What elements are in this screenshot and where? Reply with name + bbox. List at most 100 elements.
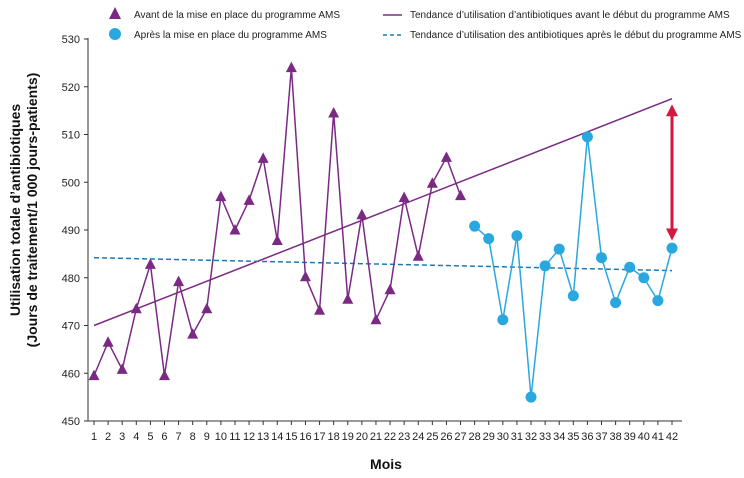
point-after-month-36 (581, 131, 593, 143)
legend-triangle-marker (109, 7, 121, 19)
point-before-month-16 (299, 270, 311, 282)
x-tick-label: 19 (342, 431, 354, 443)
x-tick-label: 16 (299, 431, 311, 443)
x-tick-label: 15 (285, 431, 297, 443)
point-before-month-4 (130, 302, 142, 314)
series-points-after (469, 131, 678, 403)
point-before-month-17 (314, 304, 326, 315)
point-after-month-30 (497, 314, 509, 326)
y-tick-label: 490 (62, 225, 80, 237)
x-tick-label: 40 (638, 431, 650, 443)
point-before-month-26 (440, 151, 452, 162)
point-after-month-34 (553, 243, 565, 255)
point-before-month-9 (201, 302, 213, 314)
point-before-month-25 (426, 177, 438, 188)
point-before-month-23 (398, 191, 410, 203)
point-before-month-13 (257, 152, 269, 163)
point-before-month-1 (88, 369, 100, 381)
y-tick-label: 500 (62, 177, 80, 189)
x-tick-label: 42 (666, 431, 678, 443)
x-tick-label: 33 (539, 431, 551, 443)
x-tick-label: 2 (105, 431, 111, 443)
x-tick-label: 14 (271, 431, 283, 443)
point-after-month-39 (624, 261, 636, 273)
x-tick-label: 20 (356, 431, 368, 443)
x-tick-label: 26 (440, 431, 452, 443)
trend-line-after (93, 256, 673, 272)
point-before-month-12 (243, 194, 255, 205)
y-tick-label: 470 (62, 321, 80, 333)
x-tick-label: 37 (595, 431, 607, 443)
point-after-month-29 (483, 233, 495, 245)
x-tick-label: 5 (147, 431, 153, 443)
series-points-before (88, 61, 467, 381)
x-tick-label: 12 (243, 431, 255, 443)
point-before-month-19 (342, 293, 354, 304)
point-before-month-24 (412, 250, 424, 261)
x-tick-label: 3 (119, 431, 125, 443)
x-tick-label: 28 (469, 431, 481, 443)
y-ticks: 450 460 470 480 490 500 510 520 530 (62, 34, 88, 428)
x-ticks: 1 2 3 4 5 6 7 8 9 10 11 12 13 14 15 16 17 18 19 20 21 22 23 24 2… (91, 421, 678, 443)
point-before-month-2 (102, 336, 114, 347)
trend-line-before (93, 97, 673, 327)
legend-label-trend-after: Tendance d’utilisation des antibiotiques… (410, 30, 742, 41)
point-before-month-22 (384, 283, 396, 295)
point-before-month-11 (229, 224, 241, 235)
x-tick-label: 34 (553, 431, 565, 443)
y-tick-label: 460 (62, 368, 80, 380)
x-tick-label: 13 (257, 431, 269, 443)
x-tick-label: 25 (426, 431, 438, 443)
legend-label-after: Après la mise en place du programme AMS (134, 30, 327, 41)
point-after-month-28 (469, 220, 481, 232)
y-tick-label: 480 (62, 273, 80, 285)
x-tick-label: 35 (567, 431, 579, 443)
point-before-month-21 (370, 313, 382, 325)
x-tick-label: 8 (190, 431, 196, 443)
x-tick-label: 27 (454, 431, 466, 443)
point-after-month-38 (610, 297, 622, 309)
y-tick-label: 510 (62, 130, 80, 142)
x-tick-label: 36 (581, 431, 593, 443)
point-before-month-14 (271, 234, 283, 246)
point-before-month-15 (285, 61, 297, 73)
x-tick-label: 31 (511, 431, 523, 443)
x-tick-label: 9 (204, 431, 210, 443)
x-tick-label: 4 (133, 431, 139, 443)
point-before-month-3 (116, 363, 128, 374)
legend: Avant de la mise en place du programme A… (109, 7, 742, 41)
point-before-month-20 (356, 208, 368, 220)
x-tick-label: 32 (525, 431, 537, 443)
x-axis-title: Mois (370, 456, 402, 472)
point-after-month-42 (666, 242, 678, 254)
x-tick-label: 23 (398, 431, 410, 443)
y-tick-label: 530 (62, 34, 80, 46)
point-before-month-5 (144, 258, 156, 269)
x-tick-label: 21 (370, 431, 382, 443)
x-tick-label: 11 (229, 431, 240, 443)
point-after-month-35 (567, 290, 579, 302)
x-tick-label: 7 (176, 431, 182, 443)
point-after-month-33 (539, 260, 551, 272)
x-tick-label: 29 (483, 431, 495, 443)
x-tick-label: 39 (624, 431, 636, 443)
point-before-month-10 (215, 190, 227, 202)
series-line-before (93, 67, 462, 376)
x-tick-label: 6 (161, 431, 167, 443)
point-before-month-7 (173, 275, 185, 287)
x-tick-label: 10 (215, 431, 227, 443)
legend-label-before: Avant de la mise en place du programme A… (134, 10, 340, 21)
point-before-month-8 (187, 328, 199, 339)
x-tick-label: 41 (652, 431, 664, 443)
x-tick-label: 24 (412, 431, 424, 443)
point-after-month-32 (525, 391, 537, 403)
y-tick-label: 520 (62, 82, 80, 94)
point-before-month-18 (328, 107, 340, 118)
y-axis-title-line1: Utilisation totale d’antibiotiques (7, 104, 23, 317)
x-tick-label: 1 (91, 431, 97, 443)
point-before-month-6 (158, 369, 170, 381)
x-tick-label: 22 (384, 431, 396, 443)
point-before-month-27 (455, 189, 467, 201)
point-after-month-41 (652, 295, 664, 307)
y-tick-label: 450 (62, 416, 80, 428)
